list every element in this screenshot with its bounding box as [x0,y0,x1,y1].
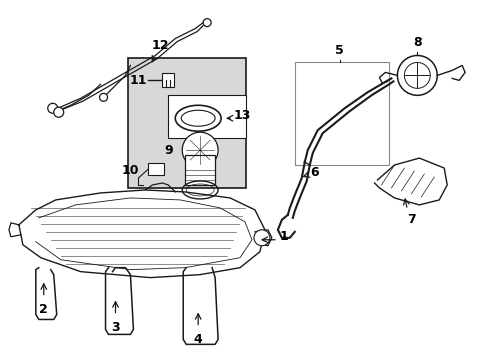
Circle shape [100,93,107,101]
Circle shape [48,103,58,113]
Bar [185,155,215,185]
Bar [148,163,164,175]
Circle shape [253,230,269,246]
Bar [162,73,174,87]
Text: 12: 12 [151,39,169,52]
Text: 7: 7 [406,213,415,226]
Text: 6: 6 [310,166,318,179]
Bar [168,95,245,138]
Bar [128,58,245,188]
Polygon shape [183,268,218,345]
Text: 9: 9 [163,144,172,157]
Text: 5: 5 [335,44,343,57]
Circle shape [397,55,436,95]
Polygon shape [374,158,447,205]
Polygon shape [36,268,57,319]
Circle shape [203,19,211,27]
Circle shape [182,132,218,168]
Text: 2: 2 [40,303,48,316]
Text: 4: 4 [193,333,202,346]
Text: 11: 11 [129,74,147,87]
Circle shape [404,62,429,88]
Circle shape [54,107,63,117]
Text: 8: 8 [412,36,421,49]
Text: 1: 1 [279,230,287,243]
Bar [294,62,388,165]
Polygon shape [19,190,264,278]
Polygon shape [105,268,133,334]
Text: 13: 13 [233,109,250,122]
Text: 10: 10 [122,163,139,176]
Text: 3: 3 [111,321,120,334]
